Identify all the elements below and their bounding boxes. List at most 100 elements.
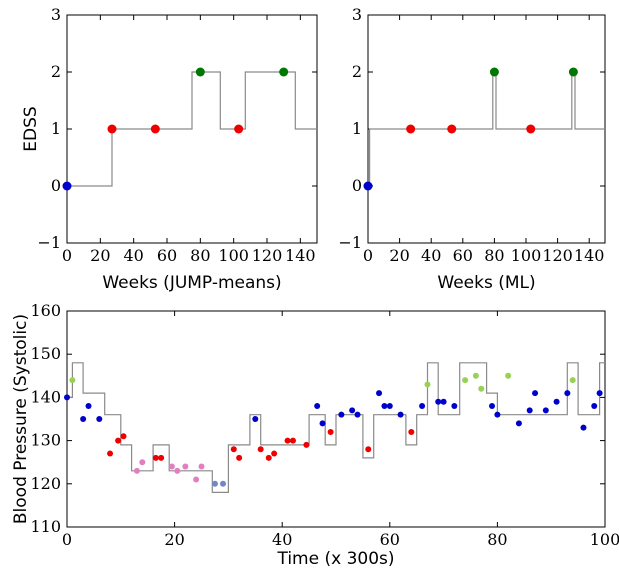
y-tick-label: 110 (30, 517, 61, 536)
data-point (406, 124, 416, 134)
data-point (85, 403, 92, 410)
y-tick-label: 0 (51, 176, 61, 195)
data-point (69, 377, 76, 384)
data-point (408, 428, 415, 435)
data-point (564, 390, 571, 397)
x-tick-label: 20 (164, 530, 184, 549)
data-point (220, 480, 227, 487)
data-point (139, 459, 146, 466)
step-line (67, 362, 605, 493)
y-tick-label: 2 (51, 62, 61, 81)
data-point (279, 67, 289, 77)
y-tick-label: 3 (51, 5, 61, 24)
data-point (236, 454, 243, 461)
data-point (193, 476, 200, 483)
data-point (158, 454, 165, 461)
data-point (478, 385, 485, 392)
data-point (314, 403, 321, 410)
data-point (64, 394, 70, 401)
data-point (107, 450, 114, 457)
x-tick-label: 60 (157, 246, 177, 265)
data-point (96, 416, 103, 422)
x-tick-label: 80 (487, 530, 507, 549)
y-tick-label: 160 (30, 301, 61, 320)
x-tick-label: 140 (574, 246, 605, 265)
y-tick-label: −1 (37, 233, 61, 252)
data-point (62, 181, 72, 191)
data-point (338, 411, 345, 418)
data-point (419, 403, 426, 410)
x-tick-label: 100 (590, 530, 619, 549)
x-tick-label: 40 (421, 246, 441, 265)
data-point (542, 407, 549, 414)
y-tick-label: 0 (352, 176, 362, 195)
data-point (489, 67, 499, 77)
data-point (319, 420, 326, 427)
x-tick-label: 60 (380, 530, 400, 549)
data-point (234, 124, 244, 134)
x-axis-label: Weeks (ML) (437, 273, 535, 293)
data-point (472, 372, 479, 379)
data-point (327, 428, 334, 435)
x-tick-label: 100 (511, 246, 542, 265)
y-tick-label: −1 (338, 233, 362, 252)
data-point (271, 450, 278, 457)
x-tick-label: 40 (123, 246, 143, 265)
data-point (230, 446, 237, 453)
x-tick-label: 60 (453, 246, 473, 265)
data-point (115, 437, 122, 444)
data-point (289, 437, 296, 444)
data-point (494, 411, 501, 418)
step-line (368, 71, 605, 187)
data-point (591, 403, 598, 410)
x-axis-label: Time (x 300s) (276, 549, 394, 569)
data-point (526, 407, 533, 414)
data-point (354, 411, 361, 418)
data-point (596, 390, 603, 397)
data-point (435, 398, 442, 405)
data-point (80, 416, 87, 422)
data-point (265, 454, 272, 461)
data-point (257, 446, 264, 453)
data-point (553, 398, 560, 405)
y-tick-label: 2 (352, 62, 362, 81)
data-point (150, 124, 160, 134)
data-point (440, 398, 447, 405)
data-point (198, 463, 205, 470)
x-tick-label: 120 (542, 246, 573, 265)
x-tick-label: 120 (252, 246, 283, 265)
data-point (515, 420, 522, 427)
plot-frame (66, 310, 606, 528)
data-point (303, 441, 310, 448)
x-tick-label: 80 (190, 246, 210, 265)
x-axis-label: Weeks (JUMP-means) (102, 273, 281, 293)
y-tick-label: 150 (30, 344, 61, 363)
x-tick-label: 20 (389, 246, 409, 265)
y-tick-label: 1 (352, 119, 362, 138)
y-tick-label: 140 (30, 387, 61, 406)
data-point (376, 390, 383, 397)
x-tick-label: 80 (484, 246, 504, 265)
data-point (580, 424, 587, 431)
x-tick-label: 0 (62, 530, 72, 549)
data-point (365, 446, 372, 453)
x-tick-label: 0 (363, 246, 373, 265)
y-axis-label: Blood Pressure (Systolic) (11, 314, 31, 524)
blood-pressure-panel: 0 20 40 60 80 100 110 120 130 140 150 160 Time (x 30… (11, 301, 619, 569)
data-point (152, 454, 159, 461)
data-point (569, 377, 576, 384)
data-point (505, 372, 512, 379)
y-tick-label: 120 (30, 474, 61, 493)
y-tick-label: 3 (352, 5, 362, 24)
data-point (526, 124, 536, 134)
data-point (363, 181, 373, 191)
data-point (447, 124, 457, 134)
y-tick-label: 130 (30, 431, 61, 450)
x-tick-label: 0 (62, 246, 72, 265)
x-tick-label: 100 (218, 246, 249, 265)
data-point (195, 67, 205, 77)
x-tick-label: 20 (90, 246, 110, 265)
